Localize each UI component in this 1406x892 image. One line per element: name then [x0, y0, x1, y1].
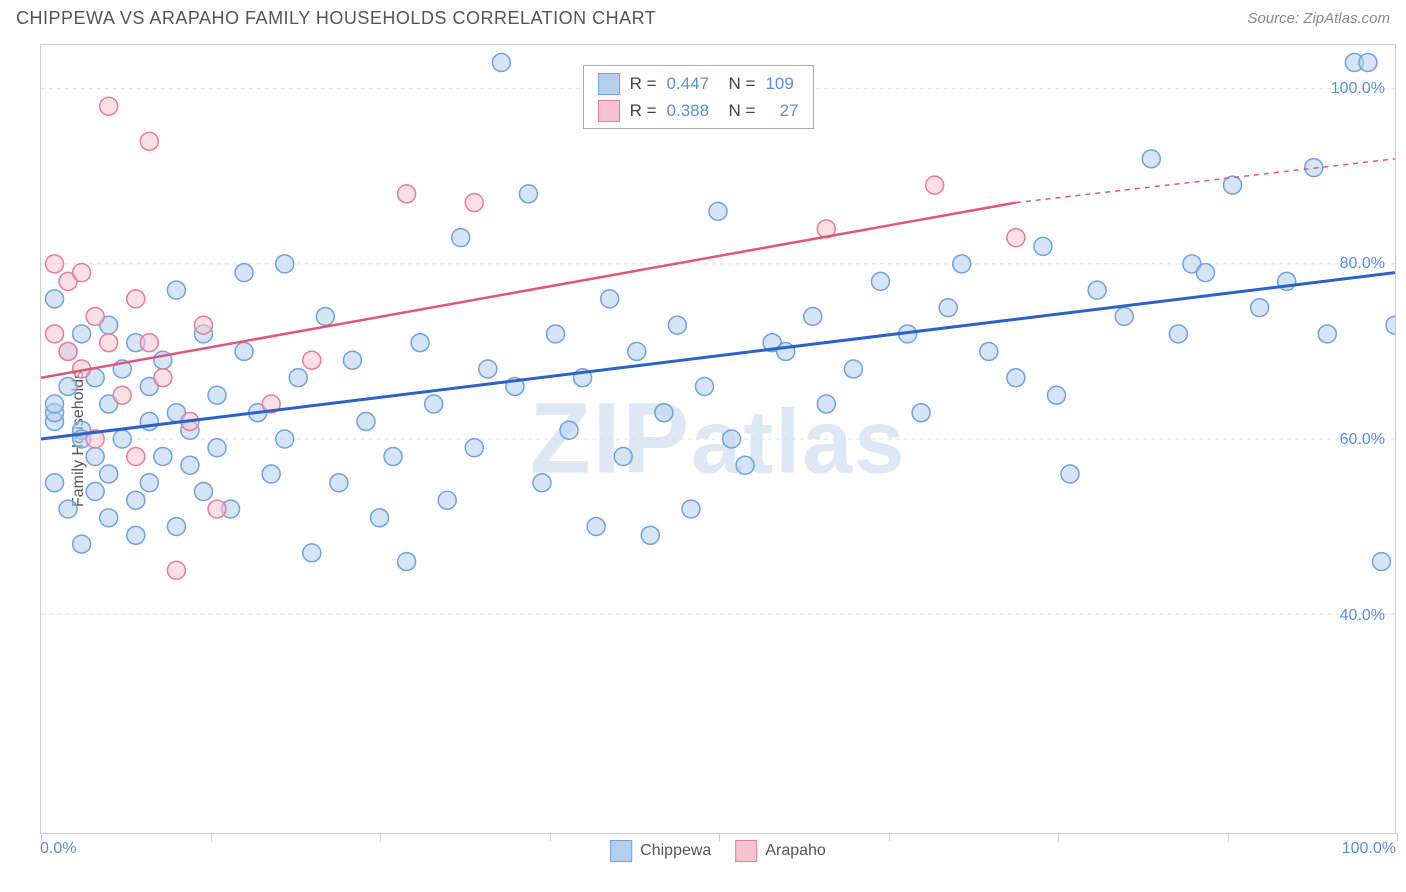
x-tick	[1228, 833, 1229, 841]
legend-row-arapaho: R = 0.388 N = 27	[598, 97, 799, 124]
scatter-plot	[41, 45, 1395, 833]
chart-title: CHIPPEWA VS ARAPAHO FAMILY HOUSEHOLDS CO…	[16, 8, 656, 29]
legend-swatch-icon	[610, 840, 632, 862]
legend-swatch-icon	[598, 73, 620, 95]
y-tick-label: 40.0%	[1340, 607, 1385, 625]
n-value: 109	[765, 70, 793, 97]
legend-swatch-icon	[735, 840, 757, 862]
legend-label: Chippewa	[640, 842, 711, 860]
x-tick	[380, 833, 381, 841]
x-tick	[1397, 833, 1398, 841]
x-tick	[889, 833, 890, 841]
legend-swatch-icon	[598, 100, 620, 122]
x-tick	[1058, 833, 1059, 841]
x-max-label: 100.0%	[1342, 840, 1396, 858]
r-value: 0.388	[667, 97, 710, 124]
n-value: 27	[780, 97, 799, 124]
chart-area: Family Households ZIPatlas R = 0.447 N =…	[40, 44, 1396, 834]
legend-item-chippewa: Chippewa	[610, 840, 711, 862]
legend-row-chippewa: R = 0.447 N = 109	[598, 70, 799, 97]
x-tick	[211, 833, 212, 841]
series-legend: Chippewa Arapaho	[610, 840, 826, 862]
legend-label: Arapaho	[765, 842, 826, 860]
y-tick-label: 80.0%	[1340, 255, 1385, 273]
y-tick-label: 60.0%	[1340, 431, 1385, 449]
legend-item-arapaho: Arapaho	[735, 840, 826, 862]
correlation-legend: R = 0.447 N = 109 R = 0.388 N = 27	[583, 65, 814, 129]
source-attribution: Source: ZipAtlas.com	[1247, 10, 1390, 27]
x-tick	[550, 833, 551, 841]
r-value: 0.447	[667, 70, 710, 97]
x-min-label: 0.0%	[40, 840, 76, 858]
y-tick-label: 100.0%	[1331, 80, 1385, 98]
